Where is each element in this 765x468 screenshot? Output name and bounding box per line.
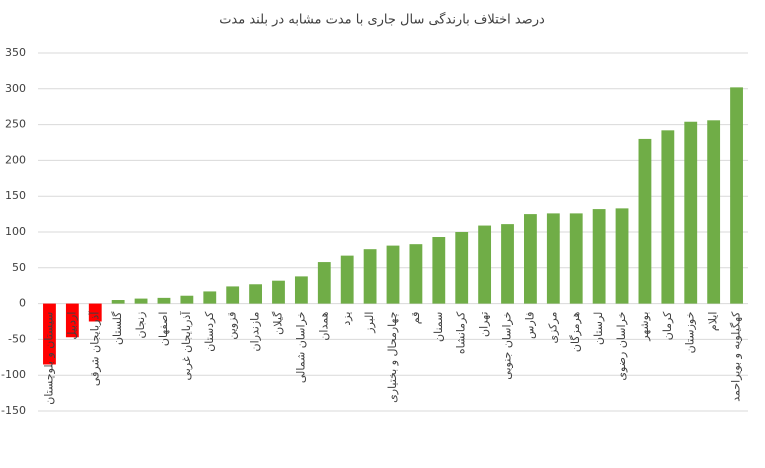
x-tick-label: سیستان و بلوچستان [42, 312, 55, 405]
x-tick-label: هرمزگان [569, 311, 582, 352]
bar [272, 280, 285, 304]
x-tick-label: آذربایجان غربی [179, 311, 193, 381]
x-tick-label: خراسان شمالی [294, 312, 307, 384]
x-tick-label: ایلام [707, 312, 720, 332]
chart-title: درصد اختلاف بارندگی سال جاری با مدت مشاب… [219, 12, 545, 28]
x-tick-label: بوشهر [638, 312, 651, 342]
x-tick-label: فارس [523, 312, 536, 339]
x-tick-label: کرمانشاه [455, 311, 468, 354]
x-tick-label: کردستان [203, 311, 216, 352]
y-tick-label: 200 [5, 153, 26, 166]
bar [180, 295, 194, 304]
bar [684, 121, 698, 304]
bar [226, 286, 240, 304]
bar [409, 244, 423, 304]
bar [592, 209, 606, 304]
y-tick-label: -150 [1, 404, 26, 417]
bar [501, 224, 514, 304]
x-tick-label: کهگیلویه و بویراحمد [730, 311, 743, 402]
x-tick-label: قم [409, 312, 422, 325]
bar [661, 130, 675, 304]
y-tick-label: 350 [5, 46, 26, 59]
x-tick-label: سمنان [432, 312, 445, 342]
x-tick-label: تهران [478, 312, 491, 337]
y-tick-label: 0 [19, 297, 26, 310]
bar [569, 213, 583, 304]
bar [249, 284, 262, 304]
bar [730, 87, 743, 304]
y-tick-label: 100 [5, 225, 26, 238]
x-tick-label: قزوین [226, 312, 239, 340]
y-tick-label: 250 [5, 118, 26, 131]
bar [478, 225, 492, 304]
x-tick-label: مازندران [249, 311, 262, 351]
x-tick-label: خراسان جنوبی [501, 312, 514, 380]
bar [157, 297, 171, 304]
x-tick-label: گیلان [271, 311, 284, 335]
bar [340, 255, 354, 304]
y-tick-label: 300 [5, 82, 26, 95]
x-tick-label: گلستان [111, 311, 124, 345]
x-tick-label: البرز [363, 312, 376, 334]
x-tick-label: خراسان رضوی [615, 312, 628, 381]
bar [363, 249, 377, 304]
bar [386, 245, 400, 304]
bar [88, 303, 102, 322]
bar [638, 138, 652, 304]
x-tick-label: آذربایجان شرقی [87, 311, 101, 386]
y-tick-label: -100 [1, 368, 26, 381]
bar [707, 120, 721, 304]
bar [317, 262, 331, 304]
bar [65, 303, 79, 338]
bar [294, 276, 308, 304]
x-tick-label: اردبیل [65, 312, 78, 340]
x-tick-label: همدان [317, 311, 330, 340]
bar [524, 214, 537, 304]
x-tick-label: کرمان [661, 311, 674, 340]
y-tick-label: 150 [5, 189, 26, 202]
bar [43, 303, 56, 365]
bar [432, 237, 446, 304]
bar [546, 213, 560, 304]
bar [134, 298, 148, 304]
x-tick-label: مرکزی [546, 312, 559, 344]
bar [615, 208, 629, 304]
bar [203, 291, 217, 304]
bar [111, 300, 125, 304]
x-tick-label: زنجان [134, 312, 147, 339]
y-tick-label: -50 [8, 332, 26, 345]
y-tick-label: 50 [12, 261, 26, 274]
x-tick-label: لرستان [592, 312, 605, 345]
x-tick-label: اصفهان [157, 312, 170, 346]
x-tick-label: خوزستان [684, 312, 697, 354]
x-tick-label: چهارمحال و بختیاری [386, 312, 399, 403]
x-tick-label: یزد [340, 312, 353, 326]
bar [455, 232, 469, 304]
